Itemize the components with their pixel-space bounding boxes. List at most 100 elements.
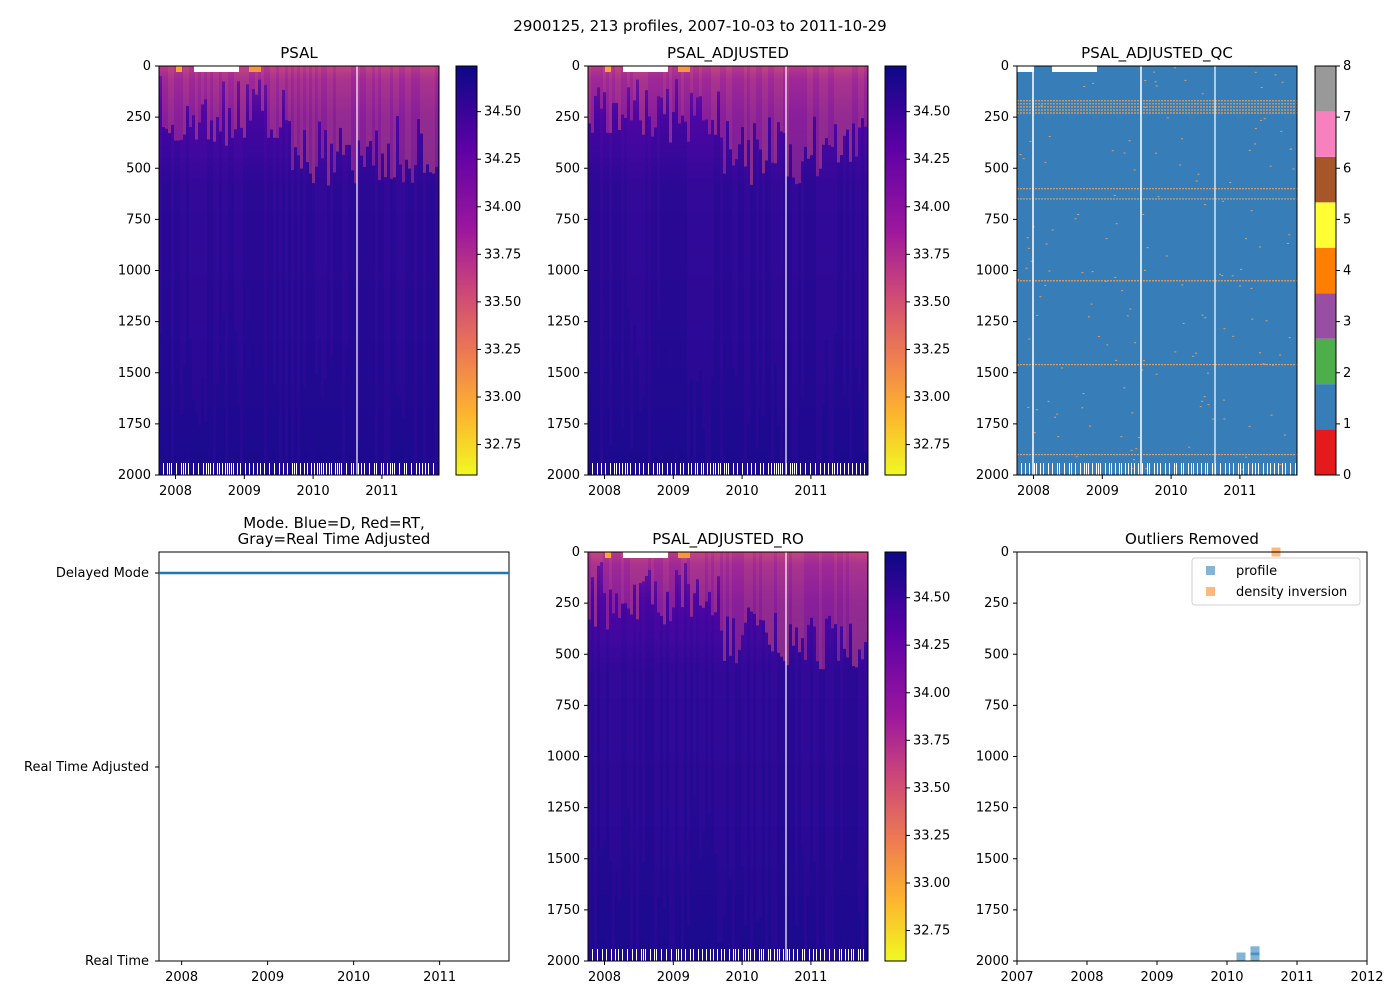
- surface-stripe: [393, 66, 396, 178]
- deep-stripe: [639, 583, 642, 843]
- surface-stripe: [681, 552, 684, 608]
- missing-bottom: [1088, 463, 1089, 475]
- y-tick-label: 1250: [976, 315, 1009, 330]
- missing-bottom: [1138, 463, 1139, 475]
- deep-stripe: [846, 129, 849, 374]
- colorbar-tick-label: 33.50: [913, 295, 950, 310]
- qc-flag4-point: [1048, 270, 1051, 272]
- missing-bottom: [666, 949, 667, 961]
- surface-stripe: [606, 552, 609, 630]
- deep-stripe: [777, 652, 780, 961]
- deep-stripe: [597, 87, 600, 420]
- colorbar-tick-label: 2: [1343, 366, 1351, 381]
- deep-stripe: [849, 623, 852, 961]
- y-tick-label: 1500: [976, 852, 1009, 867]
- missing-bottom: [816, 949, 817, 961]
- missing-bottom: [786, 463, 787, 475]
- qc-flag4-point: [1181, 138, 1184, 140]
- surface-stripe: [861, 66, 864, 119]
- missing-bottom: [726, 463, 727, 475]
- surface-stripe: [225, 66, 228, 146]
- missing-bottom: [1125, 463, 1126, 475]
- missing-bottom: [840, 463, 841, 475]
- missing-bottom: [411, 463, 412, 475]
- deep-stripe: [219, 131, 222, 354]
- surface-stripe: [711, 66, 714, 120]
- deep-stripe: [837, 162, 840, 475]
- missing-bottom: [774, 949, 775, 961]
- surface-stripe: [627, 552, 630, 609]
- colorbar-tick-label: 33.00: [913, 390, 950, 405]
- missing-bottom: [1084, 463, 1085, 475]
- deep-stripe: [288, 121, 291, 421]
- qc-flag4-point: [1026, 237, 1029, 239]
- missing-bottom: [864, 463, 865, 475]
- deep-stripe: [426, 164, 429, 475]
- missing-bottom: [794, 463, 795, 475]
- deep-stripe: [834, 124, 837, 334]
- deep-stripe: [189, 127, 192, 339]
- missing-bottom: [675, 463, 676, 475]
- qc-flag4-point: [1201, 93, 1204, 95]
- missing-bottom: [743, 949, 744, 961]
- deep-stripe: [363, 167, 366, 475]
- surface-stripe: [435, 66, 438, 167]
- missing-bottom: [1092, 463, 1093, 475]
- deep-stripe: [756, 625, 759, 922]
- surface-stripe: [765, 552, 768, 633]
- missing-bottom: [676, 949, 677, 961]
- qc-flag4-point: [1137, 437, 1140, 439]
- missing-bottom: [1142, 463, 1143, 475]
- deep-stripe: [717, 576, 720, 943]
- deep-stripe: [606, 629, 609, 961]
- fresh-patch: [678, 66, 690, 72]
- missing-bottom: [848, 463, 849, 475]
- qc-flag4-point: [1044, 161, 1047, 163]
- deep-stripe: [858, 127, 861, 393]
- surface-stripe: [711, 552, 714, 616]
- qc-flag4-point: [1039, 296, 1042, 298]
- x-tick-label: 2008: [159, 484, 192, 499]
- surface-stripe: [423, 66, 426, 173]
- deep-stripe: [684, 563, 687, 842]
- surface-stripe: [750, 552, 753, 612]
- deep-stripe: [348, 144, 351, 392]
- surface-stripe: [384, 66, 387, 178]
- surface-stripe: [864, 552, 867, 643]
- surface-stripe: [825, 552, 828, 619]
- missing-bottom: [1174, 463, 1175, 475]
- y-tick-label: 250: [984, 596, 1009, 611]
- deep-stripe: [717, 91, 720, 320]
- deep-stripe: [840, 155, 843, 440]
- deep-stripe: [765, 632, 768, 961]
- missing-bottom: [1201, 463, 1202, 475]
- qc-flag4-point: [1157, 196, 1160, 198]
- missing-top: [1017, 66, 1034, 72]
- missing-bottom: [1282, 463, 1283, 475]
- deep-stripe: [270, 129, 273, 380]
- qc-flag4-point: [1115, 223, 1118, 225]
- surface-stripe: [642, 552, 645, 582]
- qc-flag4-point: [1027, 247, 1030, 249]
- missing-bottom: [1225, 463, 1226, 475]
- surface-stripe: [741, 552, 744, 636]
- deep-stripe: [846, 657, 849, 903]
- legend-label: density inversion: [1236, 585, 1347, 600]
- surface-stripe: [420, 66, 423, 134]
- heatmap-psal_adjusted: [588, 66, 868, 475]
- qc-flag4-point: [1221, 275, 1224, 277]
- surface-stripe: [777, 552, 780, 653]
- deep-stripe: [324, 130, 327, 379]
- missing-bottom: [777, 949, 778, 961]
- qc-flag4-point: [1028, 338, 1031, 340]
- missing-bottom: [820, 463, 821, 475]
- qc-flag4-point: [1033, 432, 1036, 434]
- surface-stripe: [351, 66, 354, 171]
- deep-stripe: [342, 154, 345, 475]
- deep-stripe: [261, 110, 264, 333]
- qc-flag4-point: [1104, 280, 1107, 282]
- missing-bottom: [269, 463, 270, 475]
- deep-stripe: [597, 565, 600, 853]
- surface-stripe: [834, 552, 837, 625]
